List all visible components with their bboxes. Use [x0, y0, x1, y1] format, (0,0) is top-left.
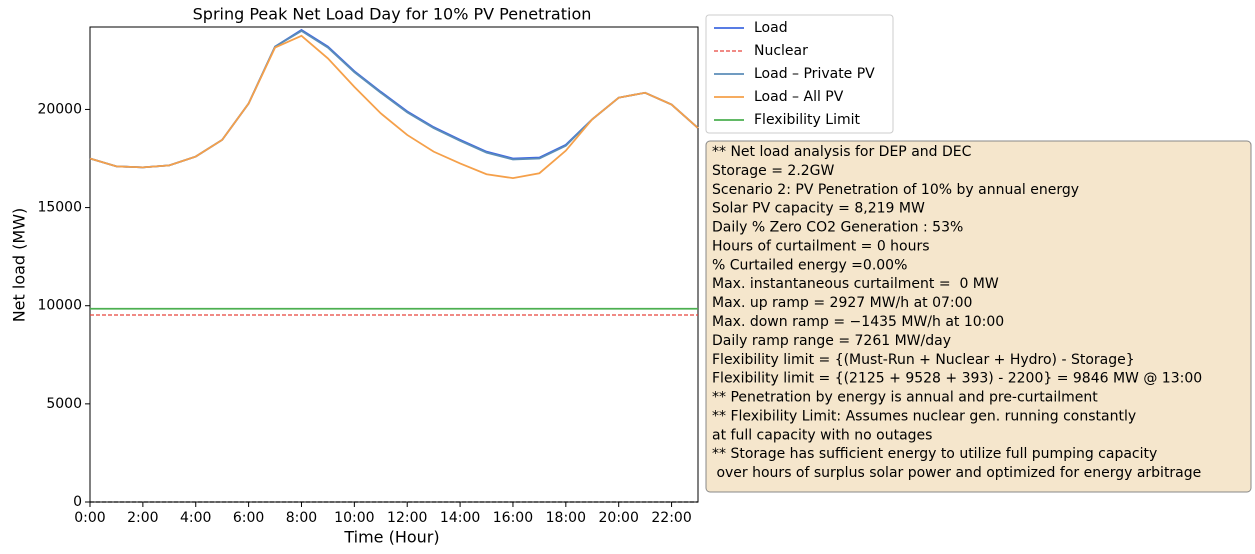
- legend-label: Load – Private PV: [754, 66, 875, 82]
- x-tick-label: 4:00: [180, 510, 211, 526]
- y-tick-label: 10000: [37, 298, 82, 314]
- annotation-line: at full capacity with no outages: [712, 427, 932, 443]
- x-tick-label: 10:00: [334, 510, 374, 526]
- annotation-line: Daily ramp range = 7261 MW/day: [712, 333, 951, 349]
- annotation-line: ** Net load analysis for DEP and DEC: [712, 144, 972, 160]
- y-tick-label: 15000: [37, 200, 82, 216]
- x-tick-label: 12:00: [387, 510, 427, 526]
- x-tick-label: 22:00: [651, 510, 691, 526]
- annotation-box: [705, 140, 1252, 493]
- series-line: [89, 28, 699, 169]
- legend-label: Load – All PV: [754, 89, 844, 105]
- y-axis-label: Net load (MW): [10, 208, 29, 323]
- series-line: [89, 34, 699, 180]
- annotation-line: Solar PV capacity = 8,219 MW: [712, 201, 925, 217]
- x-tick-label: 20:00: [599, 510, 639, 526]
- annotation-line: Flexibility limit = {(Must-Run + Nuclear…: [712, 352, 1135, 368]
- annotation-line: Hours of curtailment = 0 hours: [712, 238, 930, 254]
- annotation-line: ** Flexibility Limit: Assumes nuclear ge…: [712, 408, 1136, 424]
- y-tick-label: 20000: [37, 101, 82, 117]
- legend-box: [705, 14, 894, 134]
- annotation-line: Max. instantaneous curtailment = 0 MW: [712, 276, 999, 292]
- annotation-line: Scenario 2: PV Penetration of 10% by ann…: [712, 182, 1079, 198]
- legend-label: Flexibility Limit: [754, 112, 860, 128]
- x-tick-label: 16:00: [493, 510, 533, 526]
- annotation-line: ** Storage has sufficient energy to util…: [712, 446, 1157, 462]
- annotation-line: Max. down ramp = −1435 MW/h at 10:00: [712, 314, 1004, 330]
- series-line: [89, 29, 699, 169]
- x-tick-label: 18:00: [546, 510, 586, 526]
- x-tick-label: 14:00: [440, 510, 480, 526]
- y-tick-label: 0: [73, 494, 82, 510]
- annotation-line: Storage = 2.2GW: [712, 163, 835, 179]
- x-tick-label: 8:00: [286, 510, 317, 526]
- legend-label: Load: [754, 20, 788, 36]
- x-tick-label: 6:00: [233, 510, 264, 526]
- x-tick-label: 2:00: [127, 510, 158, 526]
- annotation-line: Max. up ramp = 2927 MW/h at 07:00: [712, 295, 972, 311]
- legend-label: Nuclear: [754, 43, 808, 59]
- annotation-line: Daily % Zero CO2 Generation : 53%: [712, 220, 963, 236]
- chart-title: Spring Peak Net Load Day for 10% PV Pene…: [193, 5, 592, 24]
- annotation-line: over hours of surplus solar power and op…: [712, 465, 1201, 481]
- x-tick-label: 0:00: [74, 510, 105, 526]
- x-axis-label: Time (Hour): [343, 528, 439, 547]
- y-tick-label: 5000: [46, 396, 82, 412]
- annotation-line: % Curtailed energy =0.00%: [712, 257, 907, 273]
- annotation-line: ** Penetration by energy is annual and p…: [712, 390, 1098, 406]
- plot-area: [89, 26, 699, 503]
- annotation-line: Flexibility limit = {(2125 + 9528 + 393)…: [712, 371, 1202, 387]
